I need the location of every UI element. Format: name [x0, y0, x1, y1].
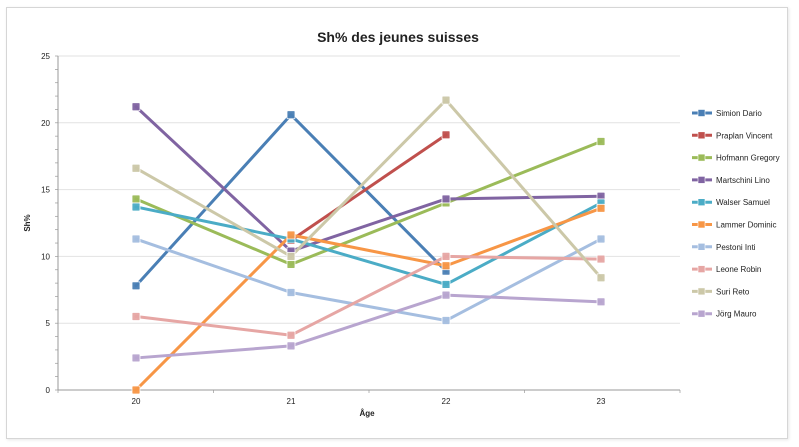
- y-tick-labels: 0 5 10 15 20 25: [41, 52, 50, 395]
- data-point: [131, 163, 141, 173]
- data-point: [596, 203, 606, 213]
- data-point: [131, 234, 141, 244]
- legend-item: Simion Dario: [692, 109, 762, 118]
- series-line: [134, 140, 603, 266]
- data-point: [131, 281, 141, 291]
- data-point: [286, 288, 296, 297]
- y-tick-label: 25: [41, 52, 50, 61]
- data-point: [131, 312, 141, 321]
- legend-marker: [697, 287, 706, 296]
- legend-label: Simion Dario: [716, 109, 762, 118]
- legend-label: Hofmann Gregory: [716, 154, 780, 163]
- data-point: [596, 273, 606, 283]
- series-line: [289, 133, 448, 242]
- legend-marker: [697, 220, 706, 229]
- data-point: [441, 316, 451, 325]
- series-points: [131, 95, 606, 395]
- legend-label: Suri Reto: [716, 287, 750, 296]
- y-tick-label: 10: [41, 252, 50, 261]
- legend-marker: [697, 198, 706, 206]
- legend-item: Suri Reto: [692, 287, 750, 296]
- x-tick-labels: 20 21 22 23: [132, 397, 606, 406]
- data-point: [441, 130, 451, 140]
- legend-marker: [697, 131, 706, 140]
- legend-label: Pestoni Inti: [716, 243, 756, 252]
- series-line: [134, 254, 603, 337]
- series-line: [134, 98, 603, 280]
- data-point: [596, 234, 606, 244]
- legend-item: Martschini Lino: [692, 176, 770, 185]
- data-point: [596, 297, 606, 307]
- data-point: [286, 330, 296, 340]
- legend-label: Lammer Dominic: [716, 221, 776, 230]
- axes: [55, 55, 681, 393]
- data-point: [441, 251, 451, 261]
- legend-item: Jörg Mauro: [692, 310, 757, 319]
- series-lines: [134, 98, 603, 392]
- legend-marker: [697, 176, 706, 184]
- y-tick-label: 5: [46, 319, 51, 328]
- data-point: [441, 261, 451, 271]
- legend-label: Leone Robin: [716, 265, 761, 274]
- series-line: [134, 206, 603, 392]
- series-line: [134, 293, 603, 360]
- data-point: [286, 341, 296, 351]
- legend-item: Pestoni Inti: [692, 243, 756, 252]
- series-line: [134, 201, 603, 286]
- legend-label: Martschini Lino: [716, 176, 770, 185]
- legend-label: Praplan Vincent: [716, 131, 773, 140]
- data-point: [131, 194, 141, 204]
- y-tick-label: 0: [46, 386, 51, 395]
- legend-marker: [697, 243, 706, 251]
- data-point: [441, 280, 451, 289]
- legend-label: Jörg Mauro: [716, 310, 757, 319]
- x-axis-label: Âge: [359, 409, 375, 418]
- data-point: [596, 137, 606, 146]
- data-point: [441, 290, 451, 300]
- legend-marker: [697, 265, 706, 273]
- series-line: [134, 237, 603, 323]
- grid-lines: [58, 55, 680, 391]
- legend-item: Walser Samuel: [692, 198, 770, 207]
- legend-marker: [697, 153, 706, 162]
- legend-item: Hofmann Gregory: [692, 154, 780, 163]
- series-line: [134, 105, 603, 253]
- data-point: [131, 202, 141, 212]
- legend-item: Leone Robin: [692, 265, 761, 274]
- data-point: [131, 385, 141, 395]
- data-point: [286, 260, 296, 269]
- legend-label: Walser Samuel: [716, 198, 770, 207]
- data-point: [286, 110, 296, 120]
- x-tick-label: 22: [442, 397, 451, 406]
- legend-marker: [697, 309, 706, 318]
- data-point: [131, 102, 141, 112]
- x-tick-label: 23: [597, 397, 606, 406]
- data-point: [286, 251, 296, 261]
- legend-item: Praplan Vincent: [692, 131, 773, 140]
- y-tick-label: 15: [41, 186, 50, 195]
- y-tick-label: 20: [41, 119, 50, 128]
- data-point: [596, 254, 606, 264]
- legend: Simion Dario Praplan Vincent Hofmann Grego…: [692, 109, 780, 319]
- data-point: [131, 353, 141, 363]
- x-tick-label: 21: [287, 397, 296, 406]
- chart-title: Sh% des jeunes suisses: [317, 29, 479, 45]
- data-point: [441, 95, 451, 105]
- legend-item: Lammer Dominic: [692, 221, 776, 230]
- legend-marker: [697, 109, 706, 117]
- y-axis-label: Sh%: [23, 214, 32, 231]
- data-point: [441, 194, 451, 204]
- data-point: [286, 230, 296, 240]
- x-tick-label: 20: [132, 397, 141, 406]
